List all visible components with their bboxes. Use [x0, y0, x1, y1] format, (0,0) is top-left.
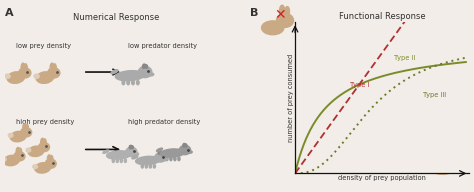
- Ellipse shape: [163, 158, 168, 161]
- Ellipse shape: [28, 146, 44, 156]
- Circle shape: [14, 152, 25, 161]
- Ellipse shape: [149, 165, 151, 168]
- Ellipse shape: [132, 156, 138, 159]
- Ellipse shape: [111, 70, 118, 74]
- Ellipse shape: [107, 151, 131, 159]
- Ellipse shape: [23, 123, 26, 129]
- Ellipse shape: [183, 143, 185, 147]
- Ellipse shape: [124, 159, 127, 162]
- Circle shape: [276, 13, 293, 27]
- Ellipse shape: [170, 157, 172, 161]
- Ellipse shape: [174, 157, 176, 161]
- Ellipse shape: [137, 80, 139, 85]
- Text: A: A: [5, 7, 14, 17]
- Ellipse shape: [25, 64, 27, 70]
- Ellipse shape: [50, 63, 53, 70]
- Ellipse shape: [427, 158, 458, 174]
- Ellipse shape: [47, 155, 50, 161]
- Text: ✕: ✕: [275, 8, 286, 22]
- Ellipse shape: [10, 131, 26, 142]
- Ellipse shape: [178, 157, 180, 161]
- Ellipse shape: [26, 124, 28, 129]
- Text: high predator density: high predator density: [128, 119, 200, 125]
- Ellipse shape: [120, 159, 122, 162]
- Circle shape: [5, 74, 10, 78]
- Text: Numerical Response: Numerical Response: [73, 13, 160, 22]
- Ellipse shape: [156, 148, 163, 151]
- Ellipse shape: [456, 143, 460, 152]
- Circle shape: [45, 159, 56, 168]
- Ellipse shape: [158, 151, 161, 154]
- Circle shape: [18, 68, 31, 78]
- Ellipse shape: [115, 71, 144, 81]
- Ellipse shape: [127, 80, 129, 85]
- Circle shape: [126, 147, 137, 156]
- Ellipse shape: [44, 139, 46, 144]
- Circle shape: [34, 74, 39, 78]
- Ellipse shape: [153, 165, 155, 168]
- Circle shape: [1, 157, 6, 161]
- Circle shape: [155, 153, 166, 162]
- Text: high prey density: high prey density: [16, 119, 74, 125]
- Ellipse shape: [21, 63, 24, 70]
- Ellipse shape: [35, 163, 51, 173]
- Ellipse shape: [54, 64, 56, 70]
- Circle shape: [447, 149, 465, 165]
- Circle shape: [20, 128, 32, 137]
- Circle shape: [26, 148, 31, 152]
- Ellipse shape: [103, 150, 109, 153]
- Ellipse shape: [134, 153, 138, 155]
- Ellipse shape: [122, 80, 125, 85]
- Circle shape: [48, 68, 60, 78]
- Ellipse shape: [129, 145, 132, 149]
- Ellipse shape: [36, 72, 54, 83]
- Ellipse shape: [112, 159, 114, 162]
- Ellipse shape: [7, 72, 25, 83]
- Ellipse shape: [280, 5, 284, 15]
- Ellipse shape: [41, 138, 44, 144]
- Ellipse shape: [160, 151, 163, 154]
- Ellipse shape: [143, 64, 146, 68]
- Ellipse shape: [185, 144, 187, 147]
- Ellipse shape: [19, 148, 22, 153]
- Circle shape: [38, 142, 49, 152]
- Ellipse shape: [141, 165, 143, 168]
- Circle shape: [8, 133, 13, 137]
- Ellipse shape: [145, 165, 147, 168]
- Ellipse shape: [451, 142, 456, 152]
- Ellipse shape: [166, 157, 168, 161]
- Circle shape: [33, 165, 37, 169]
- Ellipse shape: [285, 7, 290, 16]
- Ellipse shape: [132, 80, 134, 85]
- Ellipse shape: [136, 156, 160, 165]
- Ellipse shape: [116, 159, 118, 162]
- Ellipse shape: [187, 151, 192, 153]
- Ellipse shape: [148, 73, 154, 76]
- Text: B: B: [250, 7, 259, 17]
- Ellipse shape: [160, 149, 184, 157]
- Circle shape: [138, 66, 152, 78]
- Ellipse shape: [131, 146, 133, 149]
- Ellipse shape: [4, 155, 19, 166]
- Ellipse shape: [16, 147, 19, 153]
- Text: low predator density: low predator density: [128, 43, 197, 49]
- Ellipse shape: [262, 21, 284, 35]
- Circle shape: [179, 145, 191, 155]
- Text: low prey density: low prey density: [16, 43, 71, 49]
- Ellipse shape: [50, 156, 53, 161]
- Ellipse shape: [145, 65, 147, 68]
